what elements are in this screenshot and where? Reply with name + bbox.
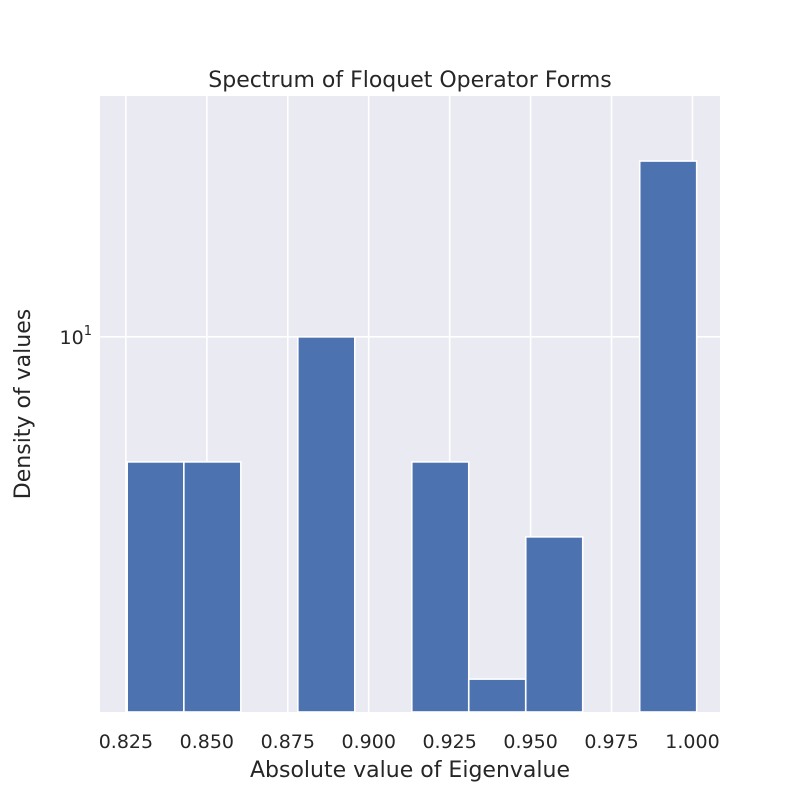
histogram-bar xyxy=(183,461,242,713)
bars-group xyxy=(126,160,698,713)
x-tick-label: 0.975 xyxy=(584,731,638,753)
histogram-bar xyxy=(524,536,584,713)
x-tick-labels: 0.825 0.850 0.875 0.900 0.925 0.950 0.975 1.000 xyxy=(99,731,720,753)
y-axis-label: Density of values xyxy=(11,309,36,499)
y-tick-label: 101 xyxy=(60,324,92,349)
histogram-bar xyxy=(467,678,527,713)
histogram-bar xyxy=(297,336,356,713)
y-tick-labels: 101 xyxy=(60,324,92,349)
chart-title: Spectrum of Floquet Operator Forms xyxy=(208,68,611,93)
histogram-bar xyxy=(410,461,470,713)
x-tick-label: 0.850 xyxy=(180,731,234,753)
histogram-bar xyxy=(638,160,698,713)
x-tick-label: 0.950 xyxy=(503,731,557,753)
x-axis-label: Absolute value of Eigenvalue xyxy=(250,758,570,783)
x-tick-label: 0.825 xyxy=(99,731,153,753)
histogram-bar xyxy=(126,461,185,713)
x-tick-label: 0.925 xyxy=(422,731,476,753)
x-tick-label: 1.000 xyxy=(665,731,719,753)
x-tick-label: 0.900 xyxy=(342,731,396,753)
x-tick-label: 0.875 xyxy=(261,731,315,753)
